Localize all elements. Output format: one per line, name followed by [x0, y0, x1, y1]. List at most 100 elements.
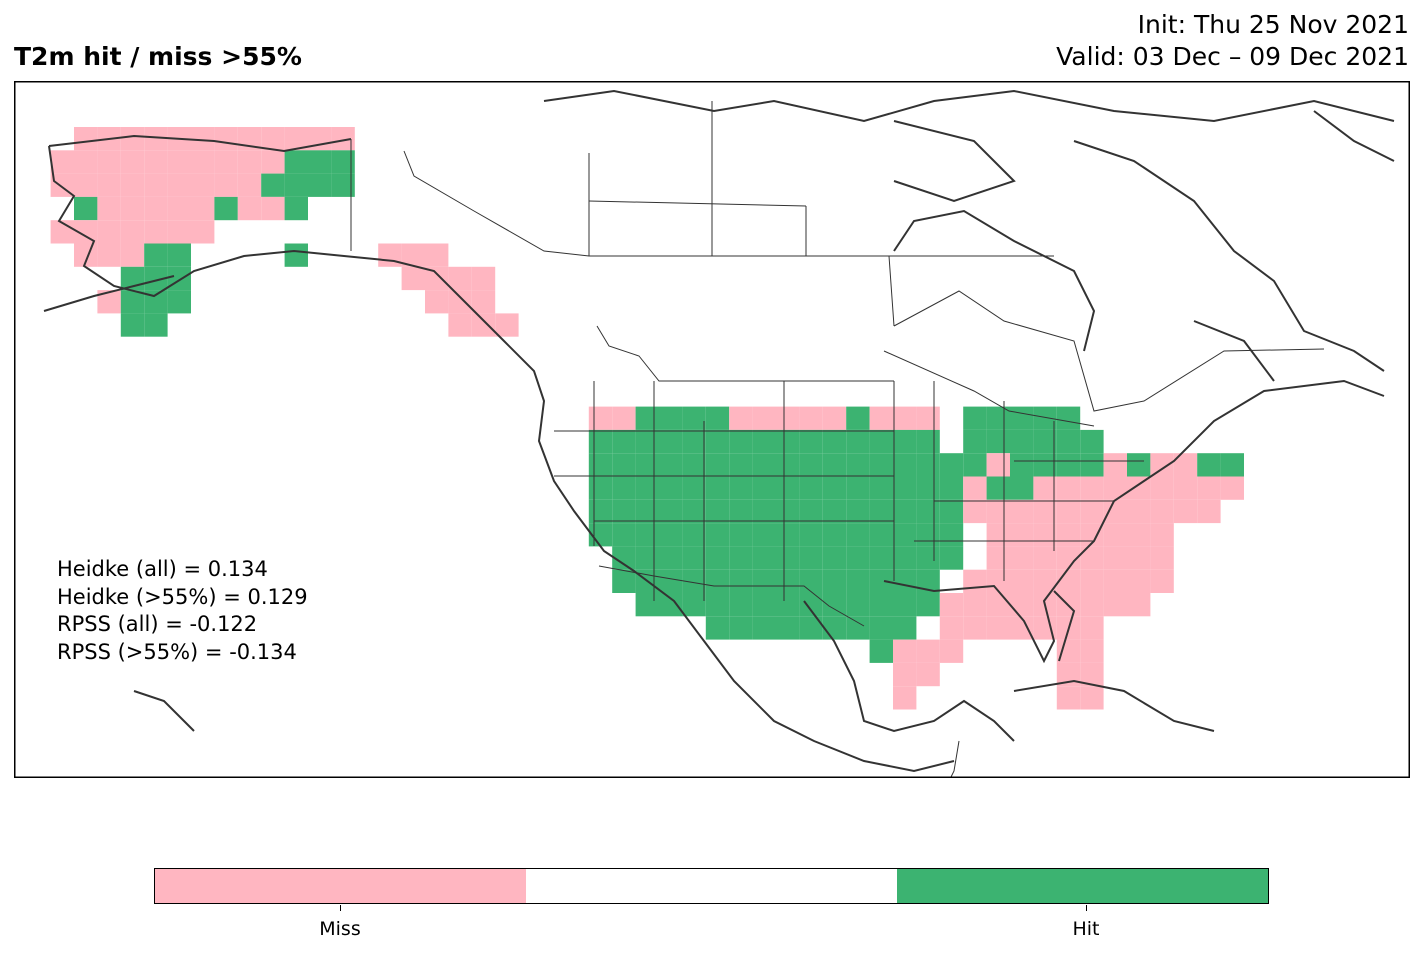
miss-cell	[986, 523, 1010, 547]
miss-cell	[1056, 686, 1081, 710]
hit-cell	[1010, 476, 1034, 500]
hit-cell	[729, 593, 753, 617]
hit-cell	[776, 523, 800, 547]
hit-cell	[776, 593, 800, 617]
political-borders	[350, 101, 1325, 778]
miss-cell	[1056, 476, 1081, 500]
hit-cell	[893, 476, 917, 500]
hit-cell	[893, 523, 917, 547]
hit-cell	[729, 453, 753, 477]
miss-cell	[986, 453, 1010, 477]
hit-cell	[682, 569, 706, 593]
hit-cell	[916, 476, 940, 500]
miss-cell	[214, 127, 238, 151]
hit-cell	[846, 616, 870, 640]
hit-cell	[963, 406, 987, 430]
miss-cell	[1150, 569, 1174, 593]
miss-cell	[237, 196, 262, 221]
score-rpss-55: RPSS (>55%) = -0.134	[57, 639, 297, 664]
hit-cell	[846, 406, 870, 430]
hit-cell	[776, 616, 800, 640]
miss-cell	[425, 266, 449, 291]
miss-cell	[1173, 453, 1198, 477]
hit-cell	[682, 453, 706, 477]
hit-cell	[659, 406, 683, 430]
miss-cell	[1127, 523, 1151, 547]
miss-cell	[1103, 453, 1127, 477]
hit-cell	[612, 476, 636, 500]
miss-cell	[1173, 499, 1198, 524]
hit-cell	[705, 453, 730, 477]
miss-cell	[144, 173, 168, 197]
miss-cell	[191, 127, 215, 151]
hit-cell	[822, 616, 847, 640]
hit-cell	[752, 523, 776, 547]
hit-cell	[331, 173, 355, 197]
miss-cell	[916, 662, 940, 687]
miss-cell	[752, 406, 776, 430]
hit-cell	[729, 429, 753, 454]
hit-cell	[869, 593, 893, 617]
hit-cell	[939, 499, 964, 524]
hit-cell	[1010, 453, 1034, 477]
hit-cell	[869, 616, 893, 640]
hit-cell	[939, 546, 964, 570]
hit-cell	[284, 173, 308, 197]
hit-cell	[659, 499, 683, 524]
hit-cell	[331, 150, 355, 174]
miss-cell	[893, 686, 917, 710]
verification-scores: Heidke (all) = 0.134 Heidke (>55%) = 0.1…	[57, 556, 308, 666]
miss-cell	[1103, 569, 1127, 593]
miss-cell	[1033, 569, 1057, 593]
miss-cell	[448, 266, 472, 291]
hit-cell	[705, 593, 730, 617]
hit-cell	[752, 569, 776, 593]
hit-cell	[635, 476, 659, 500]
hit-cell	[846, 569, 870, 593]
hit-cell	[659, 476, 683, 500]
miss-cell	[120, 196, 145, 221]
hit-cell	[963, 429, 987, 454]
miss-cell	[1197, 499, 1221, 524]
hit-cell	[1056, 429, 1081, 454]
hit-cell	[893, 546, 917, 570]
hit-cell	[588, 523, 613, 547]
hit-cell	[588, 429, 613, 454]
hit-cell	[1080, 429, 1104, 454]
hit-cell	[752, 616, 776, 640]
hit-cell	[635, 453, 659, 477]
hit-cell	[729, 476, 753, 500]
miss-cell	[1010, 499, 1034, 524]
miss-cell	[237, 173, 262, 197]
miss-cell	[869, 406, 893, 430]
score-heidke-all: Heidke (all) = 0.134	[57, 557, 268, 581]
miss-cell	[191, 196, 215, 221]
colorbar-none	[526, 869, 897, 903]
hit-cell	[705, 429, 730, 454]
map-title: T2m hit / miss >55%	[14, 42, 302, 71]
hit-cell	[705, 499, 730, 524]
miss-cell	[963, 499, 987, 524]
hit-cell	[659, 569, 683, 593]
hit-cell	[635, 546, 659, 570]
hit-cell	[1056, 406, 1081, 430]
miss-cell	[120, 127, 145, 151]
hit-cell	[729, 499, 753, 524]
miss-cell	[916, 406, 940, 430]
miss-cell	[1033, 499, 1057, 524]
hit-miss-cells	[50, 127, 1244, 710]
miss-cell	[1080, 639, 1104, 663]
hit-cell	[144, 313, 168, 337]
hit-cell	[822, 453, 847, 477]
miss-cell	[986, 616, 1010, 640]
hit-cell	[869, 499, 893, 524]
hit-cell	[705, 616, 730, 640]
hit-cell	[776, 546, 800, 570]
hit-cell	[916, 523, 940, 547]
hit-cell	[752, 593, 776, 617]
hit-cell	[682, 593, 706, 617]
miss-cell	[144, 196, 168, 221]
miss-cell	[1103, 523, 1127, 547]
miss-cell	[893, 639, 917, 663]
miss-cell	[97, 173, 121, 197]
